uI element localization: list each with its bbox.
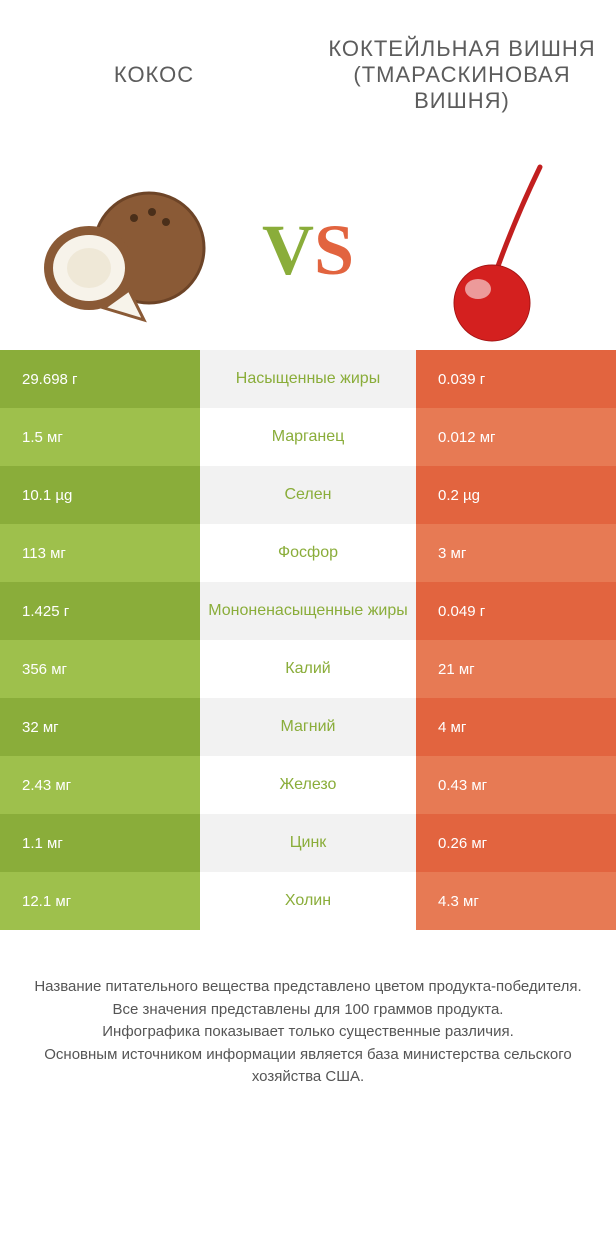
left-value: 12.1 мг — [0, 872, 200, 930]
table-row: 32 мгМагний4 мг — [0, 698, 616, 756]
table-row: 12.1 мгХолин4.3 мг — [0, 872, 616, 930]
footer-notes: Название питательного вещества представл… — [0, 966, 616, 1129]
left-value: 1.1 мг — [0, 814, 200, 872]
vs-s-letter: S — [314, 209, 354, 292]
table-row: 1.425 гМононенасыщенные жиры0.049 г — [0, 582, 616, 640]
right-value: 0.012 мг — [416, 408, 616, 466]
images-row: VS — [0, 150, 616, 350]
table-row: 2.43 мгЖелезо0.43 мг — [0, 756, 616, 814]
footer-line: Название питательного вещества представл… — [26, 976, 590, 999]
left-value: 356 мг — [0, 640, 200, 698]
vs-v-letter: V — [262, 209, 314, 292]
right-value: 4 мг — [416, 698, 616, 756]
left-value: 1.425 г — [0, 582, 200, 640]
right-image — [368, 150, 616, 350]
nutrient-name: Марганец — [200, 408, 416, 466]
right-value: 0.26 мг — [416, 814, 616, 872]
nutrient-name: Цинк — [200, 814, 416, 872]
right-value: 3 мг — [416, 524, 616, 582]
right-value: 0.049 г — [416, 582, 616, 640]
nutrient-name: Селен — [200, 466, 416, 524]
nutrient-name: Калий — [200, 640, 416, 698]
right-title: КОКТЕЙЛЬНАЯ ВИШНЯ (ТМАРАСКИНОВАЯ ВИШНЯ) — [308, 36, 616, 114]
right-value: 0.2 µg — [416, 466, 616, 524]
titles-row: КОКОС КОКТЕЙЛЬНАЯ ВИШНЯ (ТМАРАСКИНОВАЯ В… — [0, 0, 616, 150]
right-value: 21 мг — [416, 640, 616, 698]
footer-line: Инфографика показывает только существенн… — [26, 1021, 590, 1044]
nutrient-name: Мононенасыщенные жиры — [200, 582, 416, 640]
table-row: 356 мгКалий21 мг — [0, 640, 616, 698]
table-row: 1.1 мгЦинк0.26 мг — [0, 814, 616, 872]
left-value: 1.5 мг — [0, 408, 200, 466]
left-value: 10.1 µg — [0, 466, 200, 524]
coconut-icon — [34, 170, 214, 330]
right-value: 0.43 мг — [416, 756, 616, 814]
nutrient-name: Магний — [200, 698, 416, 756]
table-row: 10.1 µgСелен0.2 µg — [0, 466, 616, 524]
nutrient-name: Фосфор — [200, 524, 416, 582]
footer-line: Основным источником информации является … — [26, 1044, 590, 1089]
left-image — [0, 150, 248, 350]
nutrient-name: Холин — [200, 872, 416, 930]
left-value: 32 мг — [0, 698, 200, 756]
right-value: 0.039 г — [416, 350, 616, 408]
nutrient-name: Железо — [200, 756, 416, 814]
left-value: 29.698 г — [0, 350, 200, 408]
footer-line: Все значения представлены для 100 граммо… — [26, 999, 590, 1022]
table-row: 1.5 мгМарганец0.012 мг — [0, 408, 616, 466]
comparison-table: 29.698 гНасыщенные жиры0.039 г1.5 мгМарг… — [0, 350, 616, 930]
table-row: 113 мгФосфор3 мг — [0, 524, 616, 582]
table-row: 29.698 гНасыщенные жиры0.039 г — [0, 350, 616, 408]
left-value: 2.43 мг — [0, 756, 200, 814]
cherry-icon — [422, 155, 562, 345]
right-value: 4.3 мг — [416, 872, 616, 930]
left-value: 113 мг — [0, 524, 200, 582]
vs-label: VS — [248, 209, 368, 292]
left-title: КОКОС — [0, 62, 308, 88]
nutrient-name: Насыщенные жиры — [200, 350, 416, 408]
